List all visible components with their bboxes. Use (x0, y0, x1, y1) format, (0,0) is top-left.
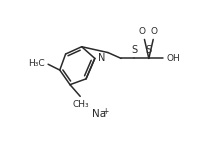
Text: S: S (146, 45, 152, 55)
Text: O: O (139, 27, 146, 36)
Text: S: S (131, 45, 137, 55)
Text: N: N (98, 53, 105, 63)
Text: CH₃: CH₃ (73, 100, 89, 109)
Text: +: + (102, 107, 108, 116)
Text: O: O (150, 27, 157, 36)
Text: OH: OH (166, 54, 180, 63)
Text: Na: Na (92, 109, 106, 119)
Text: H₃C: H₃C (28, 59, 45, 68)
